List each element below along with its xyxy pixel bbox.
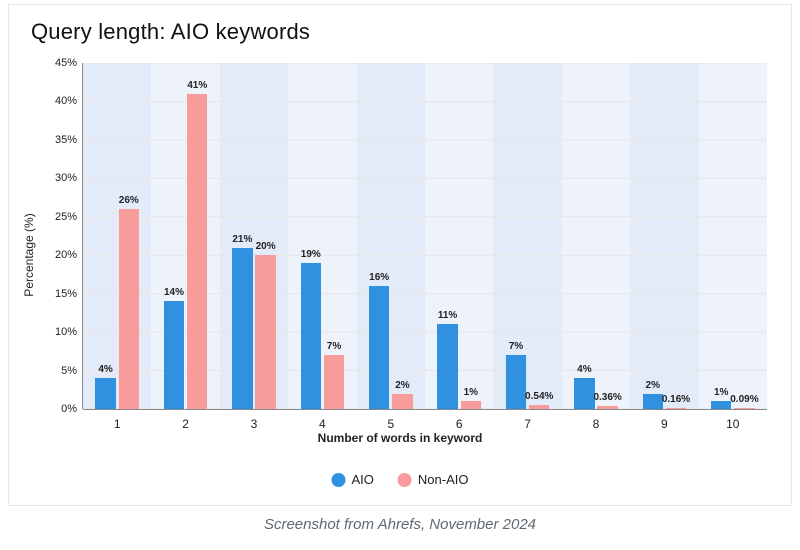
bar-nonaio xyxy=(255,255,276,409)
y-tick-label: 10% xyxy=(55,326,83,338)
bar-aio xyxy=(574,378,595,409)
plot-area: 4% 26% 14% 41% 21% 20% 19% 7% 16% 2% 11% 1% 7% 0.54% 4… xyxy=(83,63,767,409)
x-tick-label: 8 xyxy=(593,409,600,431)
bar-value-label: 4% xyxy=(577,364,591,375)
y-axis-line xyxy=(82,63,83,409)
bar-aio xyxy=(437,324,458,409)
bar-aio xyxy=(232,248,253,409)
y-tick-label: 25% xyxy=(55,211,83,223)
bar-aio xyxy=(643,394,664,409)
bar-aio xyxy=(506,355,527,409)
legend-swatch-nonaio xyxy=(398,473,412,487)
bar-value-label: 20% xyxy=(256,241,276,252)
bar-value-label: 21% xyxy=(232,234,252,245)
bar-value-label: 2% xyxy=(395,380,409,391)
bar-value-label: 11% xyxy=(438,310,457,321)
x-tick-label: 4 xyxy=(319,409,326,431)
bar-nonaio xyxy=(461,401,482,409)
y-tick-label: 0% xyxy=(61,403,83,415)
chart-title: Query length: AIO keywords xyxy=(31,19,310,45)
bar-value-label: 26% xyxy=(119,195,139,206)
y-tick-label: 15% xyxy=(55,288,83,300)
y-tick-label: 35% xyxy=(55,134,83,146)
bar-value-label: 7% xyxy=(327,341,341,352)
bar-value-label: 2% xyxy=(646,380,660,391)
bars-layer: 4% 26% 14% 41% 21% 20% 19% 7% 16% 2% 11% 1% 7% 0.54% 4… xyxy=(83,63,767,409)
bar-aio xyxy=(711,401,732,409)
bar-value-label: 19% xyxy=(301,249,321,260)
legend-label-aio: AIO xyxy=(352,472,374,487)
bar-value-label: 14% xyxy=(164,287,184,298)
bar-nonaio xyxy=(187,94,208,409)
y-tick-label: 30% xyxy=(55,172,83,184)
bar-value-label: 7% xyxy=(509,341,523,352)
x-tick-label: 2 xyxy=(182,409,189,431)
bar-value-label: 0.16% xyxy=(662,394,690,405)
bar-nonaio xyxy=(119,209,140,409)
legend-label-nonaio: Non-AIO xyxy=(418,472,469,487)
x-tick-label: 1 xyxy=(114,409,121,431)
bar-value-label: 0.54% xyxy=(525,391,553,402)
x-tick-label: 10 xyxy=(726,409,739,431)
y-tick-label: 5% xyxy=(61,365,83,377)
bar-value-label: 1% xyxy=(714,387,728,398)
y-tick-label: 40% xyxy=(55,95,83,107)
y-tick-label: 45% xyxy=(55,57,83,69)
bar-nonaio xyxy=(324,355,345,409)
x-tick-label: 5 xyxy=(387,409,394,431)
bar-aio xyxy=(164,301,185,409)
bar-aio xyxy=(301,263,322,409)
legend-swatch-aio xyxy=(332,473,346,487)
x-tick-label: 9 xyxy=(661,409,668,431)
x-tick-label: 3 xyxy=(251,409,258,431)
bar-value-label: 0.09% xyxy=(730,394,758,405)
x-tick-label: 7 xyxy=(524,409,531,431)
x-axis-label: Number of words in keyword xyxy=(318,431,483,445)
x-tick-label: 6 xyxy=(456,409,463,431)
image-caption: Screenshot from Ahrefs, November 2024 xyxy=(0,516,800,533)
bar-nonaio xyxy=(392,394,413,409)
y-axis-label: Percentage (%) xyxy=(22,213,36,296)
bar-value-label: 1% xyxy=(464,387,478,398)
bar-value-label: 41% xyxy=(187,80,207,91)
bar-value-label: 0.36% xyxy=(593,392,621,403)
chart-card: Query length: AIO keywords Percentage (%… xyxy=(8,4,792,506)
bar-value-label: 16% xyxy=(369,272,389,283)
bar-value-label: 4% xyxy=(98,364,112,375)
bar-aio xyxy=(369,286,390,409)
y-tick-label: 20% xyxy=(55,249,83,261)
legend-item-aio: AIO xyxy=(332,472,374,487)
legend: AIO Non-AIO xyxy=(332,472,469,487)
legend-item-nonaio: Non-AIO xyxy=(398,472,469,487)
bar-aio xyxy=(95,378,116,409)
